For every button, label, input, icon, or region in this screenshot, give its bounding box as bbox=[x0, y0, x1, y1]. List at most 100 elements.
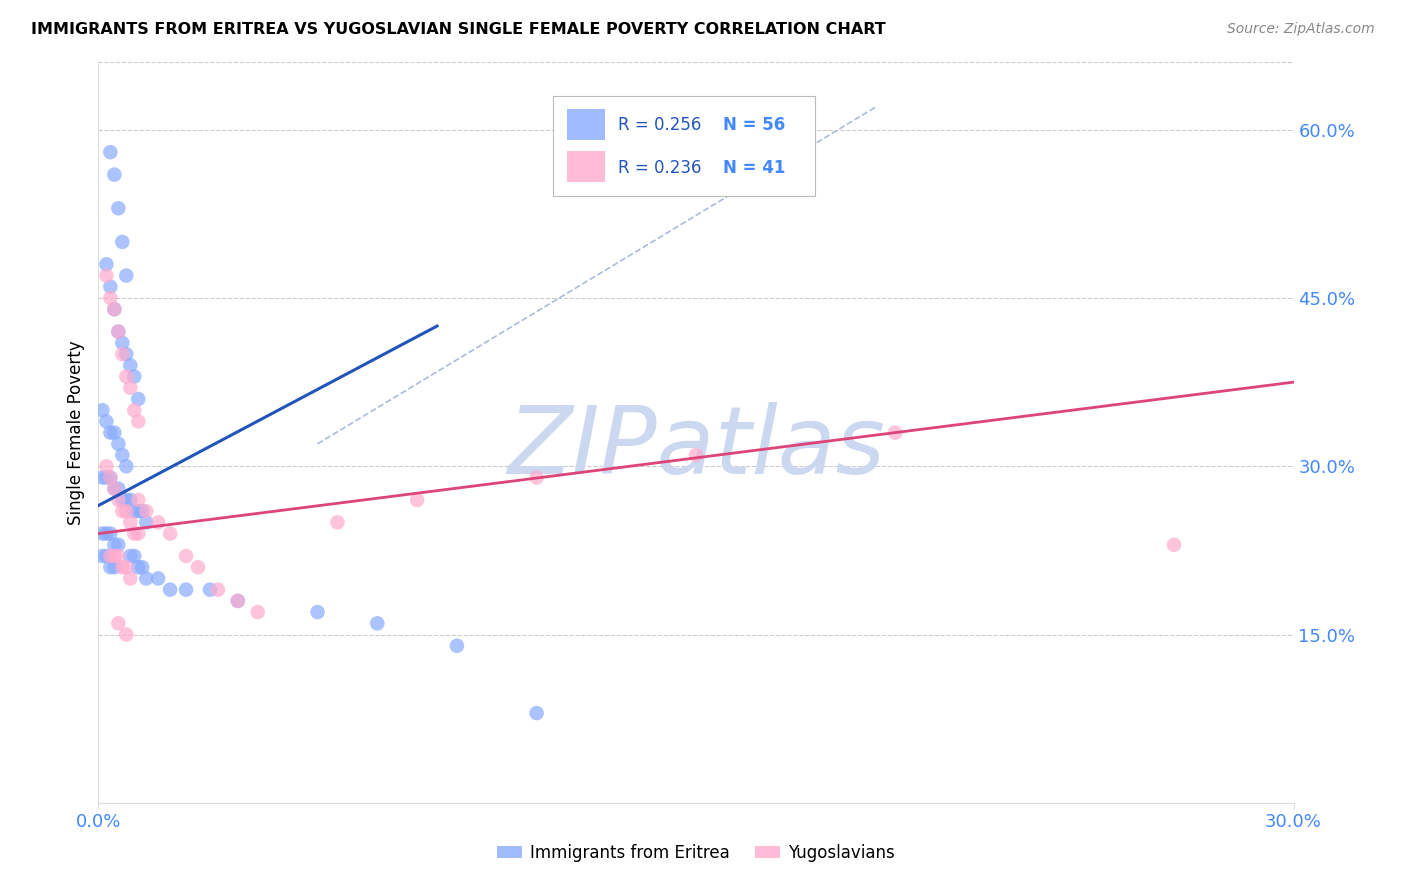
Text: ZIPatlas: ZIPatlas bbox=[508, 402, 884, 493]
Point bbox=[131, 504, 153, 518]
Point bbox=[103, 549, 125, 563]
Point bbox=[91, 470, 114, 484]
Point bbox=[124, 526, 146, 541]
Point bbox=[111, 492, 134, 507]
Point bbox=[226, 594, 249, 608]
Point bbox=[98, 470, 122, 484]
Point bbox=[120, 549, 142, 563]
Point bbox=[135, 516, 157, 530]
Point bbox=[98, 291, 122, 305]
Point bbox=[120, 571, 142, 585]
Point bbox=[96, 257, 118, 271]
FancyBboxPatch shape bbox=[553, 95, 815, 195]
Point bbox=[103, 538, 125, 552]
Text: R = 0.256: R = 0.256 bbox=[619, 116, 702, 134]
Point bbox=[98, 549, 122, 563]
Point bbox=[124, 549, 146, 563]
Point bbox=[120, 381, 142, 395]
Point bbox=[107, 201, 129, 215]
Point bbox=[124, 369, 146, 384]
Text: Source: ZipAtlas.com: Source: ZipAtlas.com bbox=[1227, 22, 1375, 37]
Point bbox=[107, 492, 129, 507]
Point bbox=[96, 268, 118, 283]
Point bbox=[91, 526, 114, 541]
Legend: Immigrants from Eritrea, Yugoslavians: Immigrants from Eritrea, Yugoslavians bbox=[491, 838, 901, 869]
Point bbox=[98, 470, 122, 484]
Point bbox=[107, 616, 129, 631]
Point bbox=[111, 504, 134, 518]
Point bbox=[98, 526, 122, 541]
Point bbox=[685, 448, 707, 462]
Point bbox=[120, 359, 142, 373]
Point bbox=[91, 403, 114, 417]
Point bbox=[159, 526, 181, 541]
Point bbox=[98, 145, 122, 160]
Point bbox=[111, 335, 134, 350]
Point bbox=[159, 582, 181, 597]
Point bbox=[107, 482, 129, 496]
Point bbox=[120, 516, 142, 530]
Point bbox=[107, 538, 129, 552]
Point bbox=[131, 560, 153, 574]
Y-axis label: Single Female Poverty: Single Female Poverty bbox=[66, 341, 84, 524]
Point bbox=[127, 492, 149, 507]
Point bbox=[148, 516, 170, 530]
Point bbox=[115, 369, 138, 384]
Point bbox=[115, 627, 138, 641]
Point bbox=[111, 448, 134, 462]
Point bbox=[246, 605, 269, 619]
Point bbox=[307, 605, 329, 619]
Point bbox=[526, 706, 548, 720]
Point bbox=[103, 302, 125, 317]
Point bbox=[115, 347, 138, 361]
Point bbox=[103, 302, 125, 317]
Point bbox=[96, 549, 118, 563]
Point bbox=[96, 526, 118, 541]
Point bbox=[198, 582, 221, 597]
Point bbox=[96, 459, 118, 474]
Point bbox=[107, 325, 129, 339]
Point bbox=[124, 504, 146, 518]
Point bbox=[127, 526, 149, 541]
Point bbox=[91, 549, 114, 563]
Point bbox=[96, 470, 118, 484]
Text: R = 0.236: R = 0.236 bbox=[619, 159, 702, 177]
Point bbox=[96, 414, 118, 428]
Point bbox=[115, 268, 138, 283]
Point bbox=[107, 325, 129, 339]
Point bbox=[135, 504, 157, 518]
Point bbox=[103, 168, 125, 182]
Point bbox=[103, 482, 125, 496]
Point bbox=[326, 516, 349, 530]
Point bbox=[115, 492, 138, 507]
Point bbox=[115, 504, 138, 518]
FancyBboxPatch shape bbox=[567, 152, 605, 182]
Point bbox=[406, 492, 429, 507]
Point bbox=[103, 482, 125, 496]
Point bbox=[127, 414, 149, 428]
Point bbox=[127, 560, 149, 574]
Point bbox=[98, 280, 122, 294]
Point bbox=[884, 425, 907, 440]
Point bbox=[446, 639, 468, 653]
Point bbox=[526, 470, 548, 484]
Point bbox=[127, 504, 149, 518]
Point bbox=[103, 425, 125, 440]
Point bbox=[115, 560, 138, 574]
Point bbox=[120, 492, 142, 507]
Point bbox=[111, 560, 134, 574]
Point bbox=[111, 347, 134, 361]
Point bbox=[111, 235, 134, 249]
Point bbox=[103, 560, 125, 574]
Point bbox=[135, 571, 157, 585]
Point bbox=[124, 403, 146, 417]
FancyBboxPatch shape bbox=[567, 109, 605, 140]
Point bbox=[1163, 538, 1185, 552]
Point bbox=[187, 560, 209, 574]
Text: N = 56: N = 56 bbox=[724, 116, 786, 134]
Point bbox=[98, 425, 122, 440]
Text: IMMIGRANTS FROM ERITREA VS YUGOSLAVIAN SINGLE FEMALE POVERTY CORRELATION CHART: IMMIGRANTS FROM ERITREA VS YUGOSLAVIAN S… bbox=[31, 22, 886, 37]
Point bbox=[115, 459, 138, 474]
Text: N = 41: N = 41 bbox=[724, 159, 786, 177]
Point bbox=[226, 594, 249, 608]
